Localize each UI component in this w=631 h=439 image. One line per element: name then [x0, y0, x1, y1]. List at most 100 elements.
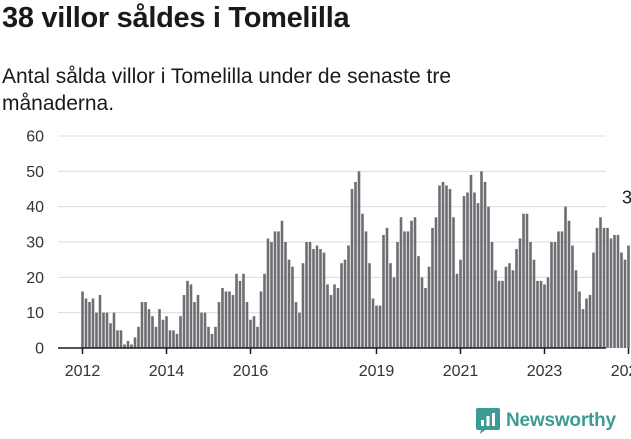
bar	[382, 234, 385, 348]
bar	[616, 234, 620, 348]
bar	[312, 249, 315, 348]
bar	[581, 309, 585, 348]
bar	[151, 316, 154, 348]
bar	[287, 259, 291, 348]
bar	[511, 270, 515, 348]
bar	[613, 234, 616, 348]
bar	[256, 326, 259, 348]
bar	[343, 259, 347, 348]
bar	[553, 242, 557, 348]
bar	[172, 330, 175, 348]
bar	[518, 238, 522, 348]
bar	[193, 302, 196, 348]
bar	[245, 302, 249, 348]
newsworthy-logo-icon	[476, 408, 500, 434]
bar	[609, 238, 613, 348]
bar	[368, 263, 371, 348]
bar	[595, 227, 599, 348]
bar	[445, 185, 448, 348]
y-tick-label: 50	[26, 164, 44, 181]
bar	[546, 277, 550, 348]
y-tick-label: 60	[26, 129, 44, 146]
bar	[102, 312, 105, 348]
bar	[340, 263, 343, 348]
bar	[396, 242, 399, 348]
bar	[501, 280, 504, 348]
bar	[410, 220, 413, 348]
bar	[364, 231, 368, 348]
x-tick-label: 2023	[527, 363, 563, 380]
bar	[567, 220, 571, 348]
bar	[427, 266, 431, 348]
bar	[431, 227, 434, 348]
bar	[179, 316, 182, 348]
bar	[95, 312, 98, 348]
bar	[329, 295, 333, 348]
bar	[483, 181, 487, 348]
bar	[371, 298, 375, 348]
bar	[336, 287, 340, 348]
bar	[326, 284, 329, 348]
bar	[466, 192, 469, 348]
bar	[490, 242, 494, 348]
bar	[200, 312, 203, 348]
bar	[599, 217, 602, 348]
bar	[406, 231, 410, 348]
bar	[186, 280, 189, 348]
bar	[515, 249, 518, 348]
bar	[284, 242, 287, 348]
bar	[522, 213, 525, 348]
bar	[221, 287, 224, 348]
bar	[301, 263, 305, 348]
bar	[473, 192, 476, 348]
bar	[347, 245, 350, 348]
x-tick-label: 2012	[65, 363, 101, 380]
bar	[494, 270, 497, 348]
bar	[116, 330, 119, 348]
bar	[350, 189, 354, 348]
bar	[228, 291, 231, 348]
bar	[476, 203, 480, 348]
x-axis: 2012 2014 2016 2019 2021 2023 2025	[65, 348, 631, 380]
bar	[585, 298, 588, 348]
bar	[105, 312, 109, 348]
bar	[175, 333, 179, 348]
bar	[259, 291, 263, 348]
bar	[357, 171, 361, 348]
y-axis: 0 10 20 30 40 50 60	[26, 129, 44, 358]
bar	[529, 242, 532, 348]
bar	[354, 181, 357, 348]
bar	[417, 256, 420, 348]
bar	[385, 227, 389, 348]
bar	[550, 242, 553, 348]
bar	[81, 291, 84, 348]
bar	[249, 319, 252, 348]
bar	[210, 333, 214, 348]
bar	[294, 302, 298, 348]
brand-logo[interactable]: Newsworthy	[476, 408, 616, 434]
bar	[403, 231, 406, 348]
bar	[214, 326, 217, 348]
bar	[623, 259, 627, 348]
x-tick-label: 2019	[359, 363, 395, 380]
bar	[242, 273, 245, 348]
bar	[263, 273, 266, 348]
bar	[119, 330, 123, 348]
bar	[322, 252, 326, 348]
bar	[231, 295, 235, 348]
bar	[168, 330, 172, 348]
bar	[459, 259, 462, 348]
bar	[627, 245, 630, 348]
bar	[123, 344, 126, 348]
bar	[441, 181, 445, 348]
bar	[539, 280, 543, 348]
annotations: 38	[622, 188, 631, 208]
bar	[504, 266, 508, 348]
bar	[84, 298, 88, 348]
y-tick-label: 30	[26, 235, 44, 252]
bar	[620, 252, 623, 348]
y-tick-label: 10	[26, 305, 44, 322]
bar	[207, 326, 210, 348]
bar	[602, 227, 606, 348]
bar	[298, 312, 301, 348]
